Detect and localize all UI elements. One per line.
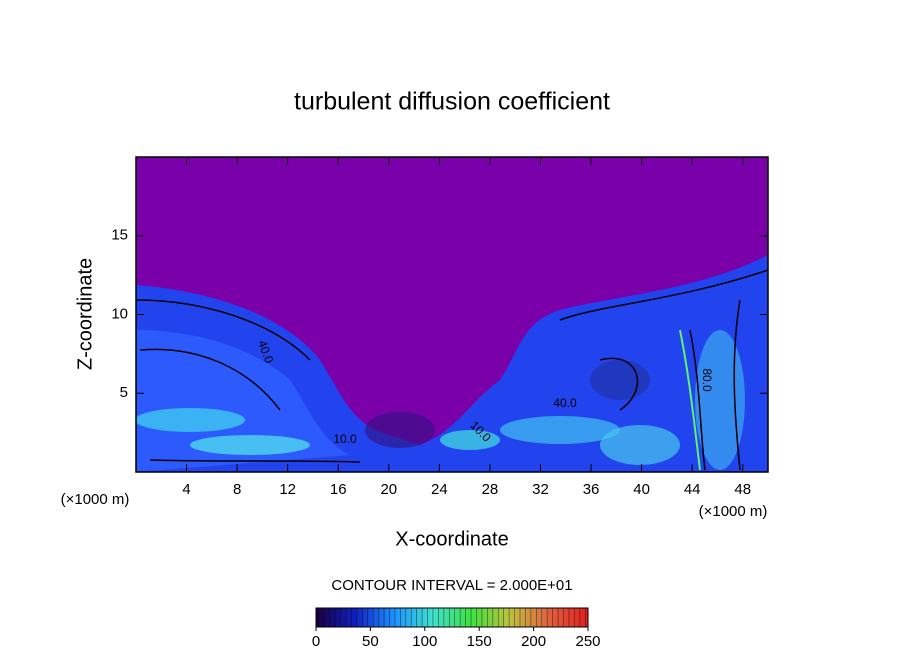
contour-field (136, 157, 768, 472)
x-unit-left: (×1000 m) (61, 491, 130, 508)
x-tick-label: 44 (684, 481, 701, 498)
x-unit-right: (×1000 m) (699, 503, 768, 520)
x-tick-label: 36 (583, 481, 600, 498)
x-tick-label: 8 (233, 481, 241, 498)
colorbar-label: CONTOUR INTERVAL = 2.000E+01 (331, 577, 572, 594)
x-tick-label: 4 (182, 481, 190, 498)
contour-label: 10.0 (333, 432, 357, 446)
colorbar-tick-label: 100 (412, 633, 437, 650)
x-tick-label: 40 (633, 481, 650, 498)
y-tick-label: 10 (111, 305, 128, 322)
x-tick-label: 32 (532, 481, 549, 498)
colorbar-tick-label: 150 (467, 633, 492, 650)
x-tick-label: 24 (431, 481, 448, 498)
y-tick-label: 5 (120, 384, 128, 401)
x-axis-label: X-coordinate (395, 528, 508, 550)
colorbar-tick-label: 50 (362, 633, 379, 650)
x-tick-label: 20 (380, 481, 397, 498)
contour-label: 80.0 (700, 368, 714, 392)
x-tick-label: 48 (734, 481, 751, 498)
chart-title: turbulent diffusion coefficient (294, 88, 610, 116)
x-tick-label: 12 (279, 481, 296, 498)
colorbar-tick-label: 250 (575, 633, 600, 650)
colorbar-tick-label: 0 (312, 633, 320, 650)
x-tick-label: 16 (330, 481, 347, 498)
colorbar-tick-label: 200 (521, 633, 546, 650)
y-tick-label: 15 (111, 227, 128, 244)
contour-label: 40.0 (553, 396, 577, 410)
x-tick-label: 28 (482, 481, 499, 498)
y-axis-label: Z-coordinate (74, 258, 96, 370)
